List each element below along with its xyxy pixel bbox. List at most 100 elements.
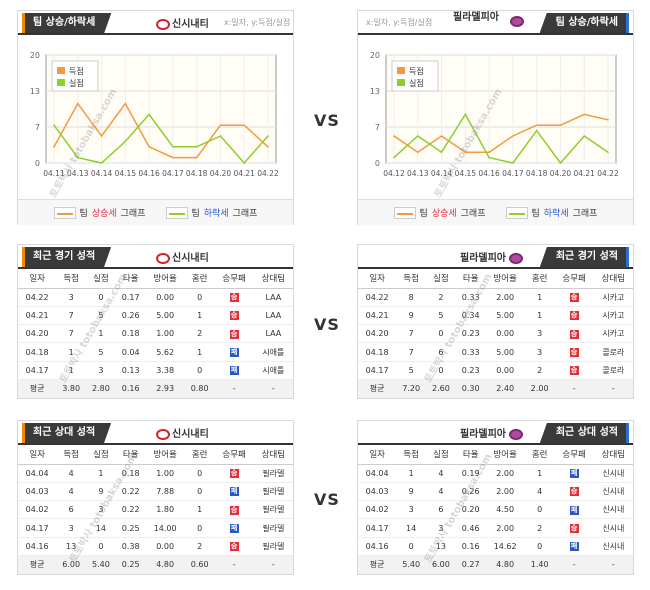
- table-cell: 04.17: [18, 518, 57, 538]
- panel-tag: 최근 상대 성적: [539, 423, 629, 443]
- table-cell: 04.16: [358, 537, 397, 556]
- table-cell: 9: [396, 482, 427, 502]
- table-row: 04.18 7 6 0.33 5.00 3 승 콜로라: [358, 342, 633, 362]
- team-name: 필라델피아: [460, 249, 525, 264]
- result-badge: 승: [229, 329, 239, 339]
- x-tick-label: 04.17: [162, 169, 184, 178]
- y-tick-label: 0: [375, 159, 380, 168]
- table-cell: 1: [86, 464, 116, 483]
- table-cell: 0.18: [115, 324, 146, 344]
- x-tick-label: 04.13: [67, 169, 89, 178]
- table-cell: 시카고: [593, 324, 633, 344]
- average-cell: 0.80: [184, 379, 215, 398]
- table-cell: 0: [86, 288, 116, 307]
- table-cell: 3: [396, 500, 427, 520]
- team-name-label: 필라델피아: [460, 429, 506, 440]
- table-row: 04.02 6 3 0.22 1.80 1 승 필라델: [18, 500, 293, 520]
- average-row: 평균 7.20 2.60 0.30 2.40 2.00- -: [358, 379, 633, 398]
- table-cell: 0: [426, 324, 456, 344]
- table-cell: 5.00: [485, 342, 525, 362]
- legend-down-word: 하락세: [543, 209, 569, 219]
- panel-tag: 팀 상승/하락세: [539, 13, 629, 33]
- legend-up-prefix: 팀: [419, 209, 428, 219]
- data-point: [393, 135, 395, 137]
- data-point: [100, 162, 103, 164]
- x-tick-label: 04.17: [502, 169, 524, 178]
- table-cell: 14.00: [145, 518, 185, 538]
- column-header: 상대팀: [253, 445, 293, 465]
- average-cell: 5.40: [396, 555, 427, 574]
- average-cell: 0.30: [455, 379, 486, 398]
- legend-down: 팀 하락세 그래프: [165, 206, 257, 219]
- data-point: [512, 135, 514, 137]
- table-cell: 2: [184, 537, 215, 556]
- table-cell: 04.20: [18, 324, 57, 344]
- table-cell: 신시내: [593, 537, 633, 556]
- result-badge: 승: [229, 542, 239, 552]
- table-cell: 3: [86, 500, 116, 520]
- x-tick-label: 04.15: [115, 169, 137, 178]
- table-cell: 0.46: [455, 518, 486, 538]
- average-cell: 3.80: [56, 379, 87, 398]
- table-cell: 1: [56, 342, 87, 362]
- legend-up-suffix: 그래프: [460, 209, 486, 219]
- table-cell: 14.62: [485, 537, 525, 556]
- series-line-0: [53, 102, 269, 159]
- table-cell: 13: [426, 537, 456, 556]
- column-header: 타율: [455, 445, 486, 465]
- column-header: 홈런: [524, 269, 555, 289]
- table-cell: 8: [396, 288, 427, 307]
- table-cell: 04.17: [358, 361, 397, 380]
- result-badge: 패: [569, 469, 579, 479]
- vs-label: VS: [314, 315, 340, 334]
- average-cell: 0.60: [184, 555, 215, 574]
- panel-header: 팀 상승/하락세 신시내티 x:일자, y:득점/실점: [18, 11, 293, 35]
- average-cell: 4.80: [145, 555, 185, 574]
- average-row: 평균 6.00 5.40 0.25 4.80 0.60- -: [18, 555, 293, 574]
- average-cell: -: [214, 555, 254, 574]
- average-cell: 평균: [18, 555, 57, 574]
- legend-swatch: [57, 67, 65, 74]
- table-cell: 0.26: [455, 482, 486, 502]
- table-cell: 7: [56, 324, 87, 344]
- table-header-row: 일자 득점 실점 타율 방어율 홈런 승무패 상대팀: [18, 445, 293, 465]
- y-tick-label: 13: [30, 87, 40, 96]
- data-point: [440, 135, 443, 137]
- stats-table: 일자 득점 실점 타율 방어율 홈런 승무패 상대팀 04.04 1 4 0.19 2.00 1 패 신시내 0…: [358, 445, 633, 574]
- average-cell: 0.25: [115, 555, 146, 574]
- table-cell: 04.21: [18, 306, 57, 326]
- table-cell: 1.00: [145, 464, 185, 483]
- table-cell: 0.19: [455, 464, 486, 483]
- data-point: [393, 156, 395, 159]
- axis-note: x:일자, y:득점/실점: [224, 18, 291, 27]
- trend-up-icon: [393, 206, 416, 219]
- legend-label: 실점: [69, 78, 84, 88]
- data-point: [607, 151, 609, 153]
- team-name: 필라델피아: [446, 12, 506, 23]
- table-row: 04.21 7 5 0.26 5.00 1 승 LAA: [18, 306, 293, 326]
- table-header-row: 일자 득점 실점 타율 방어율 홈런 승무패 상대팀: [358, 445, 633, 465]
- column-header: 상대팀: [593, 269, 633, 289]
- table-cell: 2: [426, 288, 456, 307]
- average-cell: 6.00: [56, 555, 87, 574]
- team-name: 신시내티: [156, 15, 209, 30]
- table-cell: 04.21: [358, 306, 397, 326]
- table-row: 04.16 13 0 0.38 0.00 2 승 필라델: [18, 537, 293, 556]
- table-cell: 0.18: [115, 464, 146, 483]
- column-header: 홈런: [184, 269, 215, 289]
- legend-label: 득점: [409, 66, 424, 76]
- panel-header: 최근 경기 성적 신시내티: [18, 245, 293, 269]
- data-point: [583, 135, 586, 137]
- x-tick-label: 04.22: [257, 169, 279, 178]
- team-name-label: 필라델피아: [453, 12, 499, 23]
- table-row: 04.04 4 1 0.18 1.00 0 승 필라델: [18, 464, 293, 483]
- table-cell: 신시내: [593, 518, 633, 538]
- table-cell: 0.16: [455, 537, 486, 556]
- table-row: 04.17 1 3 0.13 3.38 0 패 시애틀: [18, 361, 293, 380]
- x-tick-label: 04.18: [186, 169, 208, 178]
- x-tick-label: 04.21: [573, 169, 595, 178]
- average-cell: 2.00: [524, 379, 555, 398]
- table-cell: 0: [184, 361, 215, 380]
- column-header: 일자: [358, 269, 397, 289]
- average-cell: -: [554, 379, 594, 398]
